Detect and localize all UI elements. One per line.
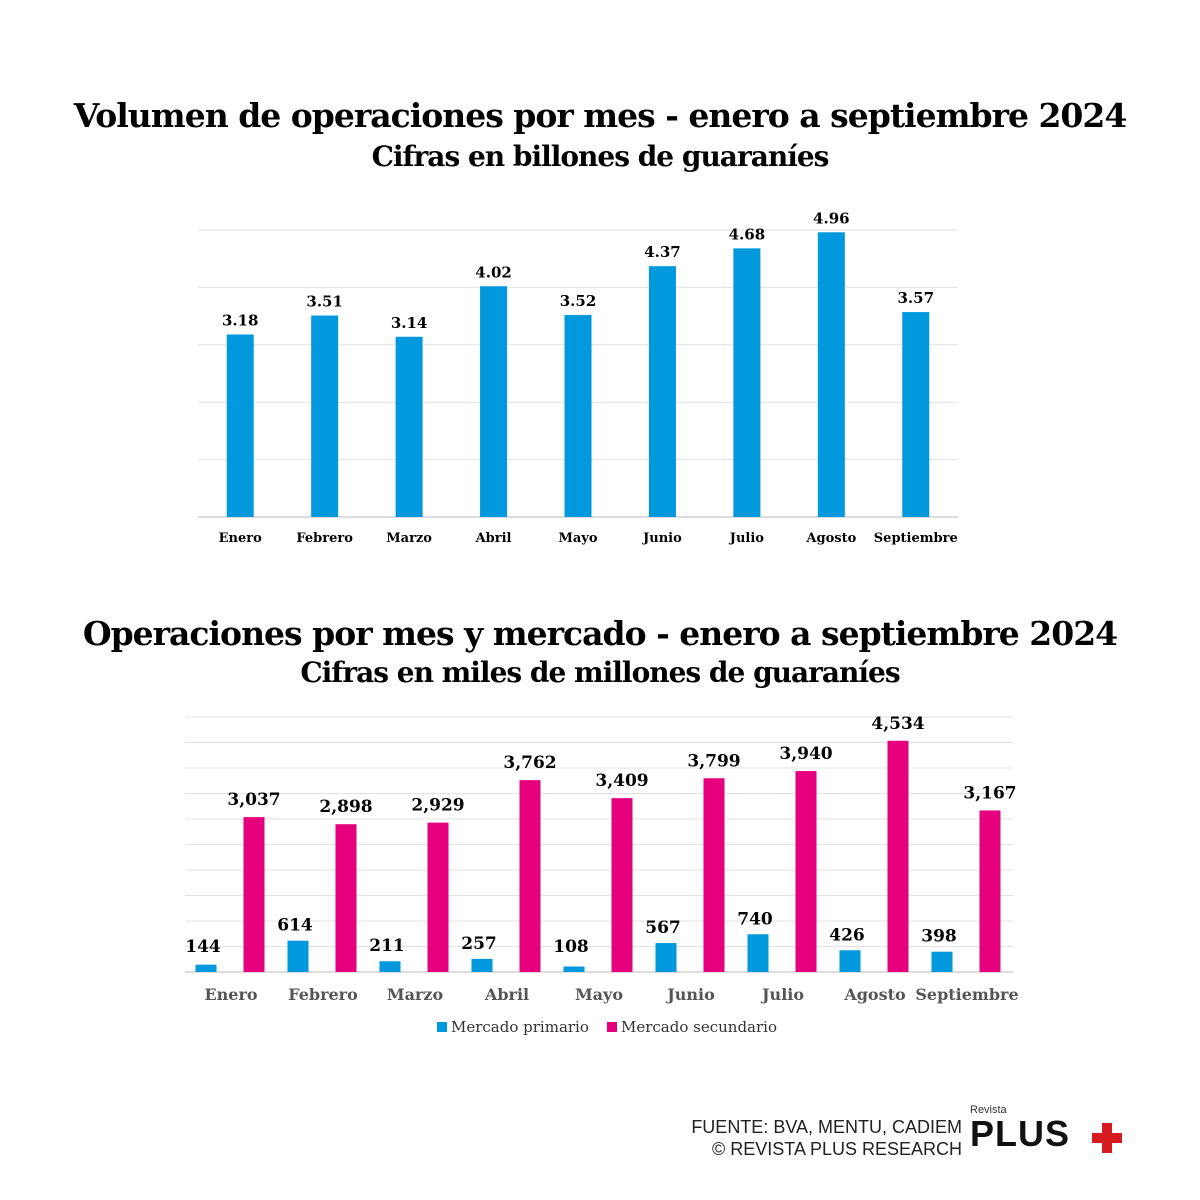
data-label: 4.02: [475, 263, 512, 281]
data-label: 4.37: [644, 243, 681, 261]
source-text: FUENTE: BVA, MENTU, CADIEM: [691, 1117, 962, 1137]
copyright-text: © REVISTA PLUS RESEARCH: [712, 1139, 962, 1159]
x-tick-label: Abril: [475, 531, 512, 546]
x-tick-label: Enero: [219, 531, 262, 546]
x-tick-label: Septiembre: [915, 985, 1018, 1004]
x-tick-label: Febrero: [288, 985, 358, 1004]
chart1-title: Volumen de operaciones por mes - enero a…: [73, 96, 1128, 135]
bar-primario-junio: [655, 943, 677, 972]
bar-marzo: [395, 336, 423, 517]
bar-secundario-septiembre: [979, 810, 1001, 972]
x-tick-label: Junio: [642, 531, 682, 546]
bar-secundario-julio: [795, 771, 817, 972]
data-label-primario: 398: [921, 927, 957, 947]
footer-source: FUENTE: BVA, MENTU, CADIEM © REVISTA PLU…: [691, 1116, 962, 1160]
bar-julio: [733, 248, 761, 518]
data-label-primario: 567: [645, 918, 681, 938]
chart2-title: Operaciones por mes y mercado - enero a …: [82, 614, 1118, 653]
data-label-secundario: 3,762: [503, 753, 556, 773]
x-tick-label: Septiembre: [874, 531, 958, 546]
bar-septiembre: [902, 312, 930, 517]
chart2-subtitle: Cifras en miles de millones de guaraníes: [300, 656, 900, 689]
bar-junio: [648, 266, 676, 517]
bar-primario-julio: [747, 934, 769, 972]
legend-swatch-secundario: [607, 1022, 617, 1032]
x-tick-label: Agosto: [843, 985, 906, 1004]
data-label-primario: 614: [277, 916, 313, 936]
x-tick-label: Junio: [665, 985, 715, 1004]
bar-febrero: [311, 315, 339, 517]
x-tick-label: Enero: [204, 985, 257, 1004]
data-label-secundario: 2,898: [319, 797, 372, 817]
plus-cross-icon: [1092, 1123, 1122, 1153]
x-tick-label: Marzo: [386, 531, 432, 546]
bar-mayo: [564, 314, 592, 517]
bar-secundario-febrero: [335, 824, 357, 972]
x-tick-label: Julio: [729, 531, 764, 546]
data-label: 3.18: [222, 311, 259, 329]
x-tick-label: Abril: [484, 985, 529, 1004]
bar-primario-abril: [471, 958, 493, 972]
legend-swatch-primario: [437, 1022, 447, 1032]
data-label-primario: 211: [369, 936, 405, 956]
data-label-secundario: 3,037: [227, 790, 280, 810]
x-tick-label: Marzo: [387, 985, 444, 1004]
bar-secundario-junio: [703, 778, 725, 972]
bar-primario-febrero: [287, 940, 309, 972]
chart1-subtitle: Cifras en billones de guaraníes: [371, 140, 830, 173]
bar-secundario-enero: [243, 817, 265, 972]
data-label-secundario: 3,409: [595, 771, 648, 791]
legend-label-primario: Mercado primario: [451, 1018, 589, 1036]
data-label-primario: 740: [737, 909, 773, 929]
bar-secundario-abril: [519, 780, 541, 972]
data-label: 3.51: [306, 293, 343, 311]
data-label-primario: 257: [461, 934, 497, 954]
data-label: 4.68: [729, 225, 766, 243]
logo-small-text: Revista: [970, 1104, 1007, 1116]
data-label: 4.96: [813, 209, 850, 227]
x-tick-label: Agosto: [805, 531, 856, 546]
data-label-primario: 108: [553, 937, 589, 957]
logo-big-text: PLUS: [970, 1113, 1071, 1154]
data-label-secundario: 4,534: [871, 714, 924, 734]
data-label-primario: 426: [829, 925, 865, 945]
data-label: 3.52: [560, 292, 597, 310]
bar-enero: [226, 334, 254, 517]
data-label-secundario: 3,940: [779, 744, 832, 764]
bar-abril: [480, 286, 508, 517]
x-tick-label: Julio: [760, 985, 804, 1004]
legend-label-secundario: Mercado secundario: [621, 1018, 777, 1036]
x-tick-label: Mayo: [575, 985, 623, 1004]
data-label-primario: 144: [185, 937, 221, 957]
bar-primario-mayo: [563, 966, 585, 972]
bar-secundario-marzo: [427, 822, 449, 972]
data-label: 3.14: [391, 314, 428, 332]
bar-secundario-mayo: [611, 798, 633, 972]
bar-primario-septiembre: [931, 951, 953, 972]
x-tick-label: Febrero: [296, 531, 353, 546]
revista-plus-logo: Revista PLUS: [970, 1104, 1122, 1154]
bar-secundario-agosto: [887, 740, 909, 972]
bar-agosto: [817, 232, 845, 517]
bar-primario-enero: [195, 964, 217, 972]
x-tick-label: Mayo: [558, 531, 597, 546]
data-label: 3.57: [898, 289, 935, 307]
data-label-secundario: 2,929: [411, 796, 464, 816]
data-label-secundario: 3,799: [687, 751, 740, 771]
bar-primario-marzo: [379, 961, 401, 972]
data-label-secundario: 3,167: [963, 783, 1016, 803]
bar-primario-agosto: [839, 950, 861, 972]
